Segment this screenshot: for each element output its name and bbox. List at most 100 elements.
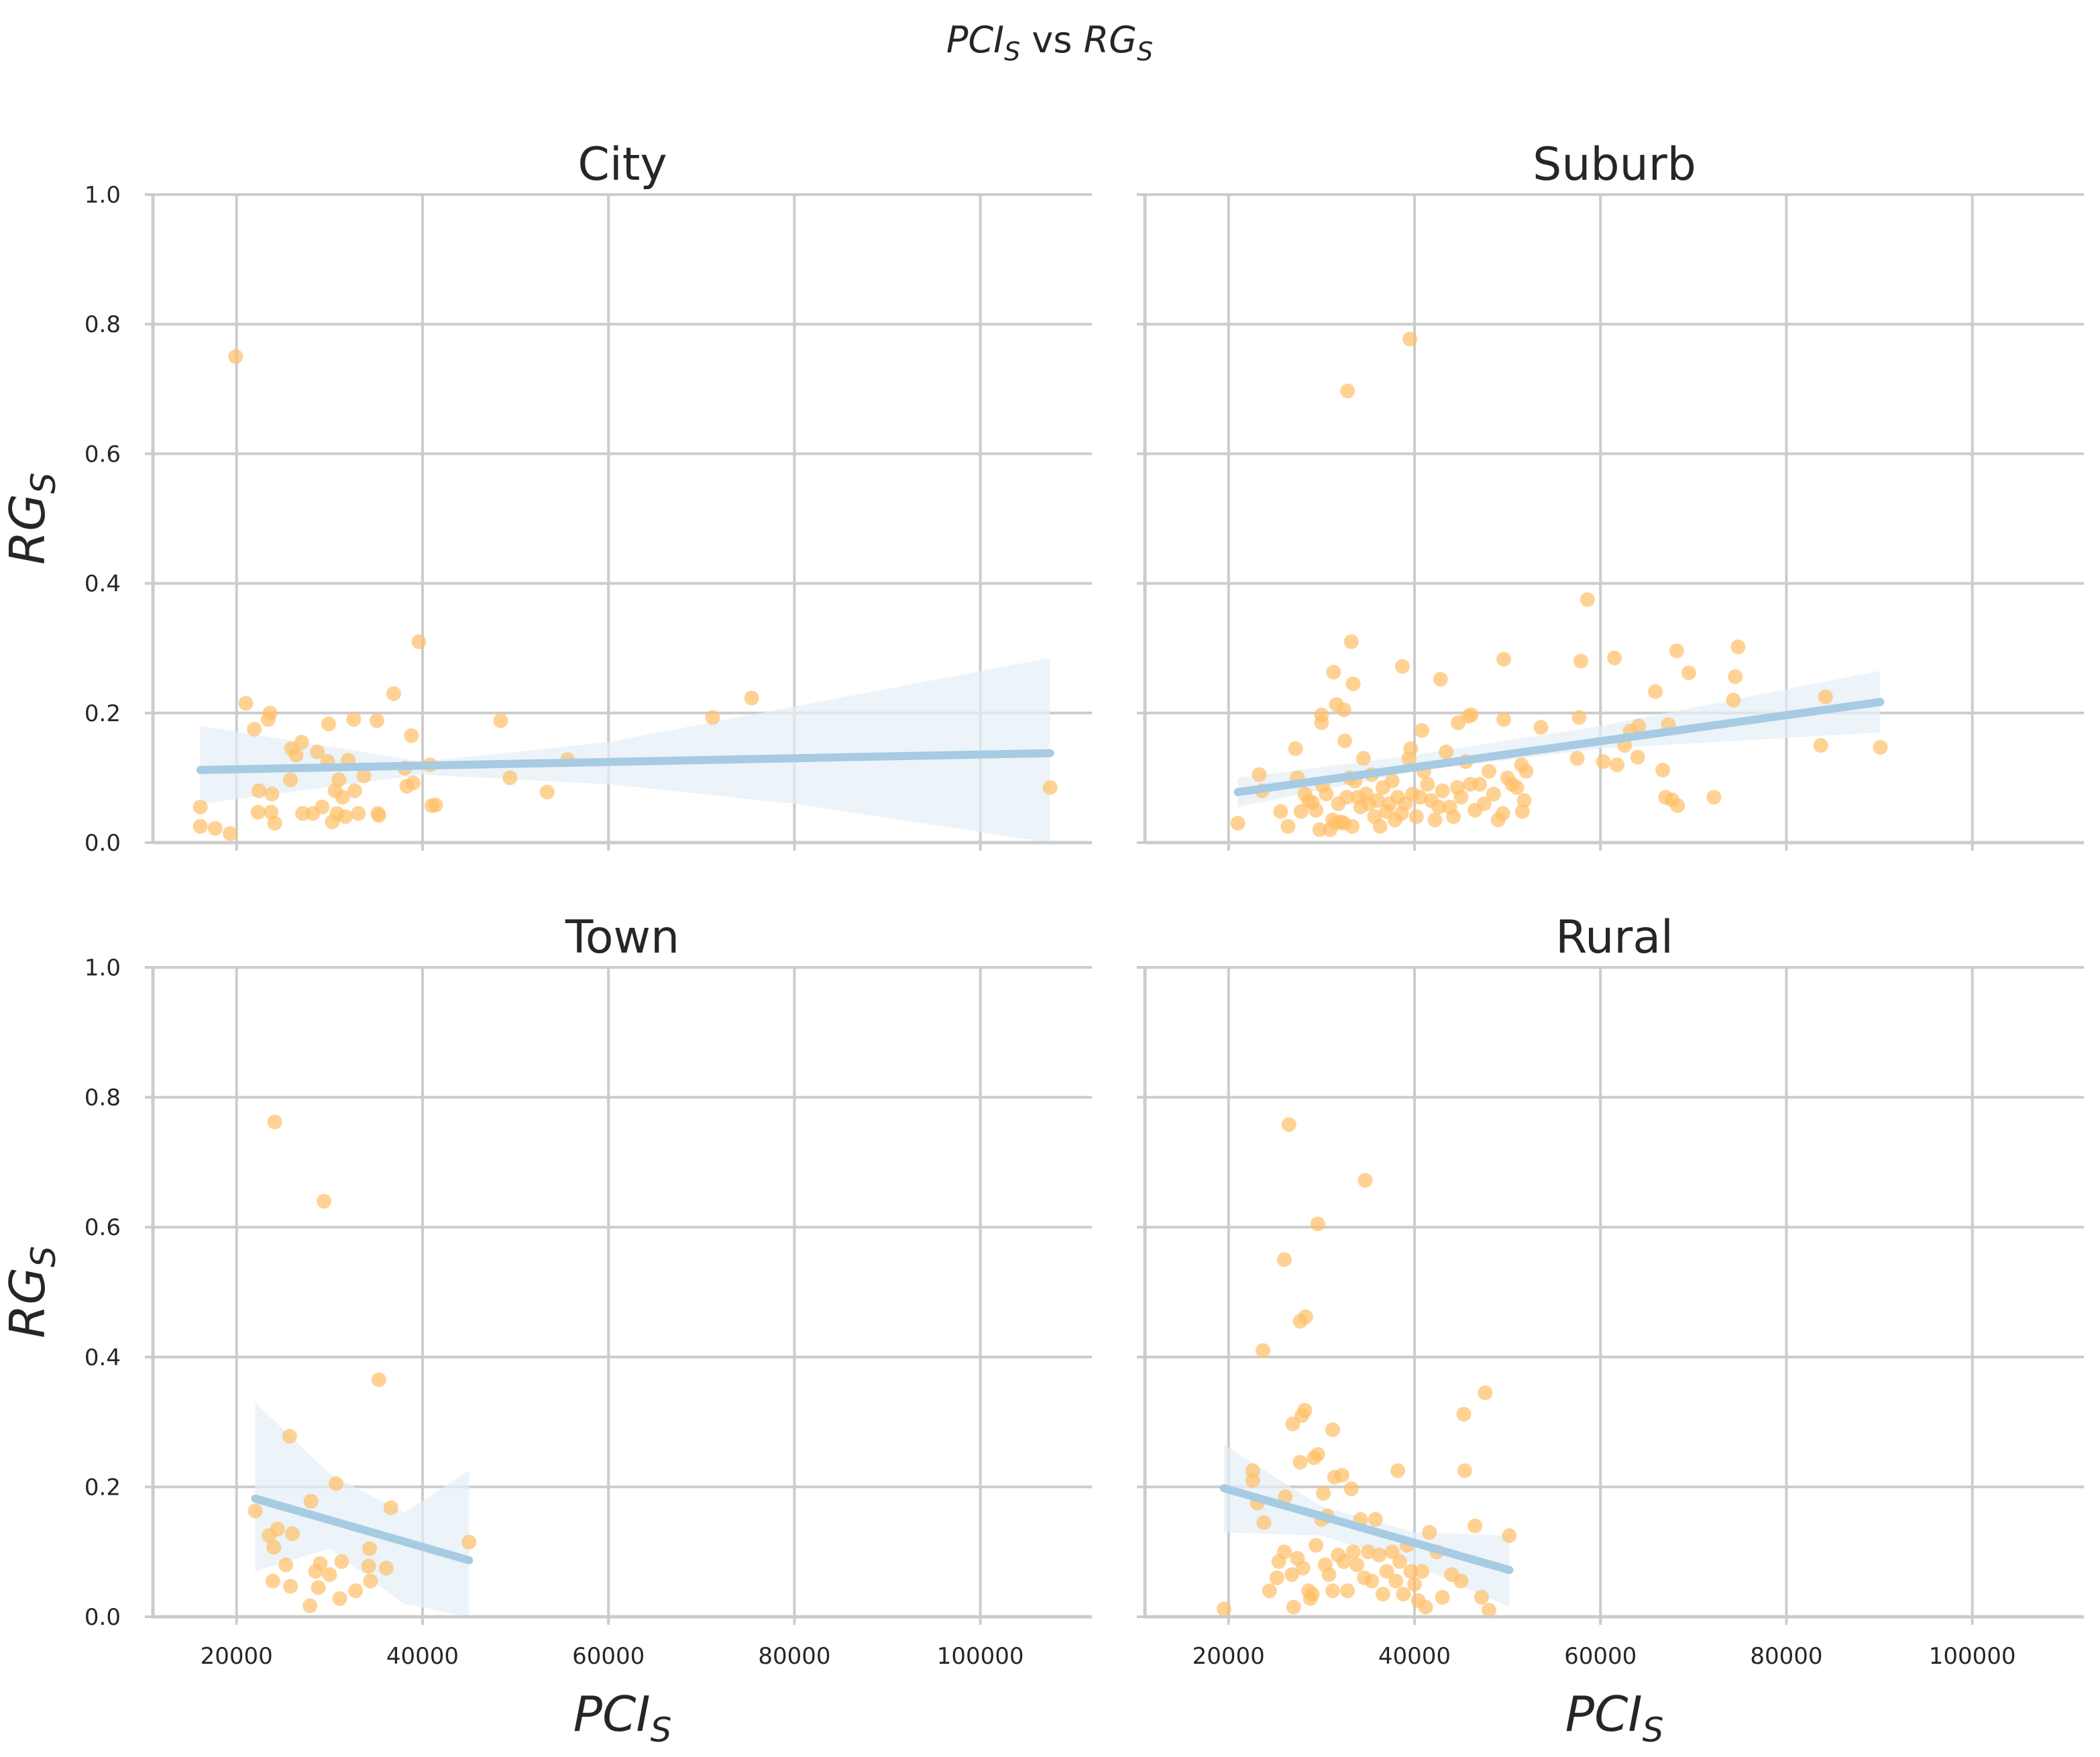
data-point [1288, 741, 1303, 756]
y-tick-label: 0.2 [85, 700, 121, 727]
x-tick-label: 20000 [201, 1643, 273, 1670]
data-point [1256, 1343, 1271, 1359]
y-tick-label: 0.4 [85, 1344, 121, 1371]
panel-city: 0.0 0.2 0.4 0.6 0.8 1.0 City RGS [0, 138, 1092, 857]
data-point [1655, 762, 1671, 778]
data-point [247, 721, 262, 737]
data-point [493, 713, 508, 729]
data-point [1422, 1525, 1437, 1540]
data-point [1495, 806, 1510, 821]
data-point [250, 804, 266, 820]
panel-title: City [577, 138, 667, 191]
data-point [317, 1193, 332, 1209]
data-point [311, 1580, 326, 1595]
regression-line [1219, 1484, 1514, 1575]
data-point [331, 772, 347, 788]
data-point [1286, 1599, 1301, 1615]
data-point [1042, 780, 1058, 795]
data-point [334, 1554, 349, 1569]
data-point [1647, 684, 1663, 699]
data-point [1326, 664, 1341, 680]
data-point [371, 1372, 386, 1387]
data-point [386, 686, 402, 701]
data-point [1533, 720, 1549, 735]
data-point [1413, 790, 1428, 805]
data-point [1309, 802, 1324, 818]
data-point [310, 744, 325, 759]
y-tick-label: 0.6 [85, 441, 121, 468]
data-point [1730, 639, 1746, 655]
data-point [1314, 715, 1329, 731]
data-point [1285, 1416, 1301, 1432]
data-point [1514, 804, 1530, 819]
y-axis-label: RGS [0, 1246, 63, 1338]
data-point [370, 713, 385, 729]
data-point [337, 809, 353, 824]
data-point [267, 1114, 282, 1130]
data-point [282, 1428, 297, 1444]
data-point [322, 1567, 337, 1583]
data-point [378, 1560, 394, 1576]
data-point [284, 1526, 300, 1542]
data-point [238, 696, 254, 711]
data-point [1496, 651, 1512, 667]
data-point [1571, 710, 1587, 725]
data-point [383, 1500, 398, 1515]
data-point [404, 728, 419, 743]
data-point [1372, 818, 1388, 834]
data-point [1312, 822, 1327, 837]
y-tick-label: 0.8 [85, 1085, 121, 1112]
panel-rural: 20000 40000 60000 80000 100000 Rural PCIS [1137, 911, 2084, 1750]
confidence-band [200, 657, 1050, 843]
data-point [1630, 749, 1645, 765]
data-point [406, 776, 421, 791]
data-point [283, 1579, 298, 1594]
data-point [1372, 1548, 1387, 1563]
data-point [270, 1522, 285, 1537]
data-point [1339, 790, 1354, 805]
data-point [1433, 672, 1448, 687]
x-tick-label: 60000 [572, 1643, 645, 1670]
data-point [1281, 1117, 1296, 1132]
data-point [278, 1557, 294, 1573]
data-point [356, 768, 372, 784]
data-point [247, 1503, 263, 1519]
data-point [1345, 1544, 1361, 1560]
data-point [1309, 1538, 1324, 1553]
data-point [1230, 816, 1246, 831]
y-tick-label: 1.0 [85, 182, 121, 209]
regression-line [196, 749, 1054, 774]
data-point [1607, 650, 1622, 665]
data-point [1252, 767, 1267, 782]
data-point [1486, 786, 1501, 802]
x-tick-label: 40000 [1378, 1643, 1451, 1670]
data-point [1401, 751, 1417, 766]
data-point [1276, 1252, 1292, 1267]
data-point [1307, 1450, 1322, 1465]
data-point [223, 826, 238, 841]
data-point [262, 705, 278, 721]
data-point [411, 634, 427, 649]
data-point [1310, 1216, 1325, 1232]
data-point [1573, 653, 1589, 669]
data-point [335, 790, 350, 805]
data-point [1453, 1573, 1469, 1589]
data-point [192, 818, 208, 834]
data-point [1316, 1486, 1331, 1501]
data-point [1356, 751, 1371, 766]
data-point [361, 1558, 376, 1574]
data-point [192, 799, 208, 814]
data-point [1569, 751, 1585, 766]
data-point [1481, 1603, 1496, 1618]
data-point [1343, 1481, 1359, 1497]
data-point [283, 772, 298, 788]
data-point [1681, 665, 1696, 680]
panel-title: Rural [1555, 911, 1673, 964]
data-point [295, 806, 311, 821]
y-tick-label: 0.0 [85, 1604, 121, 1631]
y-axis-label: RGS [0, 472, 63, 565]
data-point [1388, 1573, 1404, 1589]
data-point [1394, 659, 1410, 674]
x-tick-label: 80000 [758, 1643, 830, 1670]
x-axis-label: PCIS [1565, 1686, 1664, 1750]
